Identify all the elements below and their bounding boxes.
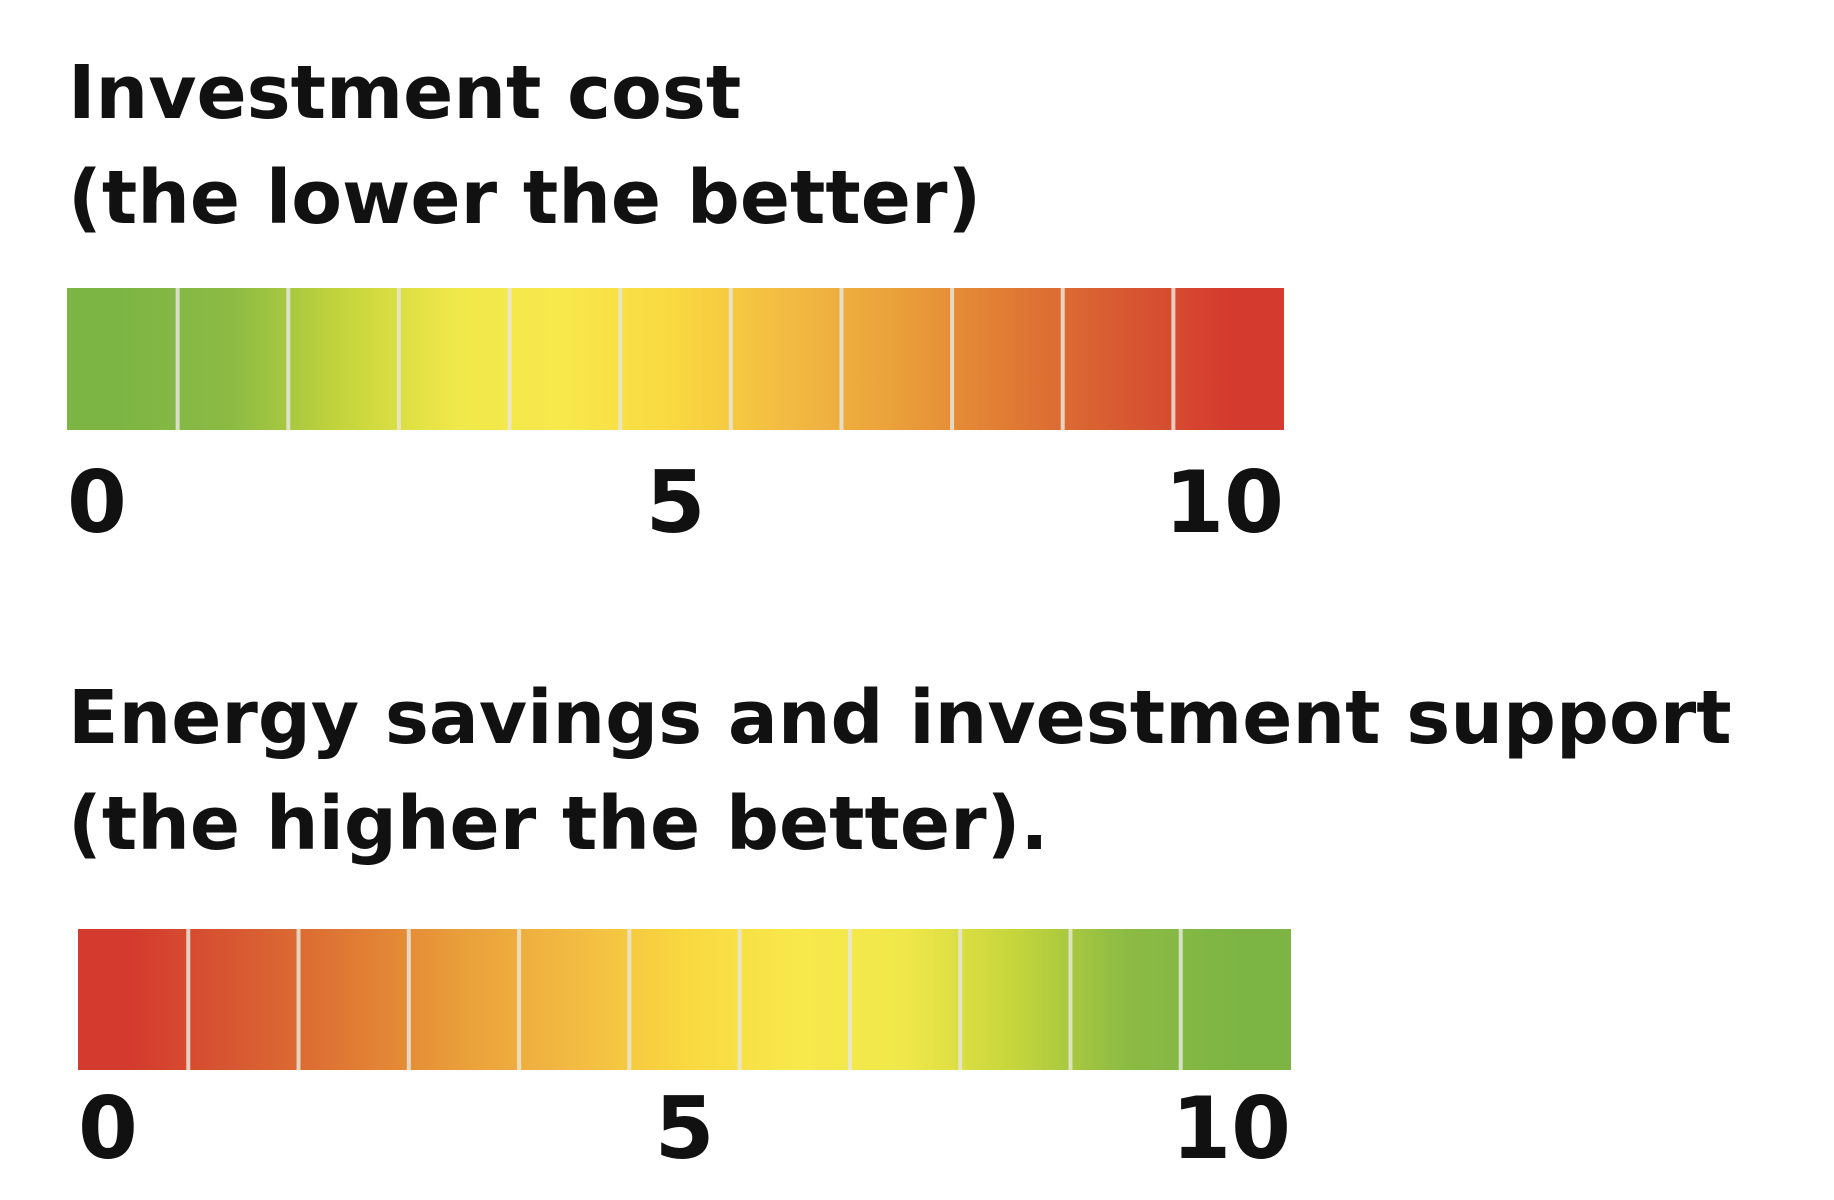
scale-label: 10 — [1171, 1079, 1291, 1179]
scale-label: 10 — [1164, 453, 1284, 553]
color-scale-bar — [78, 929, 1291, 1070]
section-title: Energy savings and investment support — [68, 675, 1732, 761]
color-scale-bar — [67, 288, 1284, 430]
section-title: Investment cost — [68, 50, 741, 136]
scale-label: 5 — [655, 1079, 715, 1179]
section-subtitle: (the higher the better). — [68, 781, 1049, 867]
scale-label: 0 — [67, 453, 127, 553]
scale-label: 5 — [646, 453, 706, 553]
scale-label: 0 — [78, 1079, 138, 1179]
section-subtitle: (the lower the better) — [68, 155, 981, 241]
